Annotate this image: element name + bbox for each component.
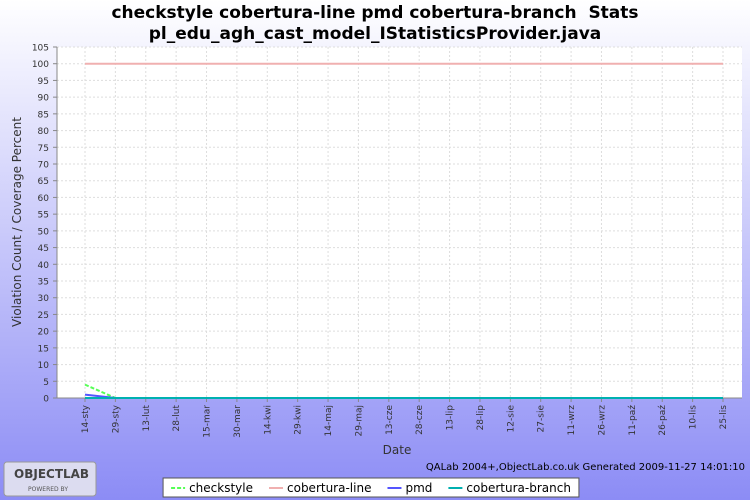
y-tick-label: 45 (38, 244, 49, 254)
y-tick-label: 20 (38, 328, 50, 338)
legend-label: cobertura-branch (466, 481, 571, 495)
x-tick-label: 11-wrz (567, 405, 577, 436)
y-tick-label: 60 (38, 194, 50, 204)
x-tick-label: 28-lut (172, 405, 182, 432)
y-tick-label: 5 (43, 378, 49, 388)
x-tick-label: 28-lip (476, 405, 486, 431)
y-tick-label: 10 (38, 361, 50, 371)
y-tick-label: 65 (38, 177, 49, 187)
x-tick-label: 25-lis (719, 405, 729, 430)
y-tick-label: 75 (38, 144, 49, 154)
y-axis-label: Violation Count / Coverage Percent (10, 117, 24, 327)
y-tick-label: 50 (38, 227, 50, 237)
legend-label: checkstyle (189, 481, 253, 495)
legend-label: pmd (405, 481, 432, 495)
x-tick-label: 14-maj (324, 405, 334, 436)
y-tick-label: 25 (38, 311, 49, 321)
x-tick-label: 15-mar (203, 405, 213, 438)
y-tick-label: 105 (32, 44, 49, 54)
x-tick-label: 13-cze (385, 405, 395, 435)
y-tick-label: 100 (32, 60, 49, 70)
y-tick-label: 35 (38, 278, 49, 288)
y-tick-label: 70 (38, 161, 50, 171)
legend-label: cobertura-line (287, 481, 371, 495)
y-tick-label: 55 (38, 211, 49, 221)
x-tick-label: 27-sie (537, 405, 547, 433)
x-tick-label: 29-sty (111, 404, 121, 433)
plot-area (57, 47, 742, 398)
legend-box (162, 477, 580, 498)
chart-subtitle: pl_edu_agh_cast_model_IStatisticsProvide… (149, 24, 602, 44)
y-tick-label: 40 (38, 261, 50, 271)
chart-title: checkstyle cobertura-line pmd cobertura-… (111, 3, 638, 23)
x-tick-label: 28-cze (415, 405, 425, 435)
x-tick-label: 26-wrz (597, 405, 607, 436)
logo-tagline: POWERED BY (28, 486, 68, 493)
footer: QALab 2004+,ObjectLab.co.uk Generated 20… (426, 462, 745, 473)
x-tick-label: 10-lis (689, 405, 699, 430)
x-tick-label: 11-paź (628, 405, 638, 436)
x-tick-label: 14-sty (81, 404, 91, 433)
x-tick-label: 14-kwi (263, 405, 273, 435)
x-tick-label: 26-paź (658, 405, 668, 436)
y-tick-label: 80 (38, 127, 50, 137)
y-tick-label: 95 (38, 77, 49, 87)
y-tick-label: 30 (38, 294, 50, 304)
logo-name: OBJECTLAB (14, 467, 89, 481)
y-tick-label: 15 (38, 344, 49, 354)
x-axis-label: Date (383, 443, 412, 457)
y-tick-label: 0 (43, 395, 49, 405)
x-tick-label: 29-maj (354, 405, 364, 436)
x-tick-label: 29-kwi (294, 405, 304, 435)
y-tick-label: 85 (38, 110, 49, 120)
x-tick-label: 30-mar (233, 405, 243, 438)
x-tick-label: 12-sie (506, 405, 516, 433)
x-tick-label: 13-lut (142, 405, 152, 432)
x-tick-label: 13-lip (446, 405, 456, 431)
logo-box (3, 461, 97, 497)
y-tick-label: 90 (38, 94, 50, 104)
